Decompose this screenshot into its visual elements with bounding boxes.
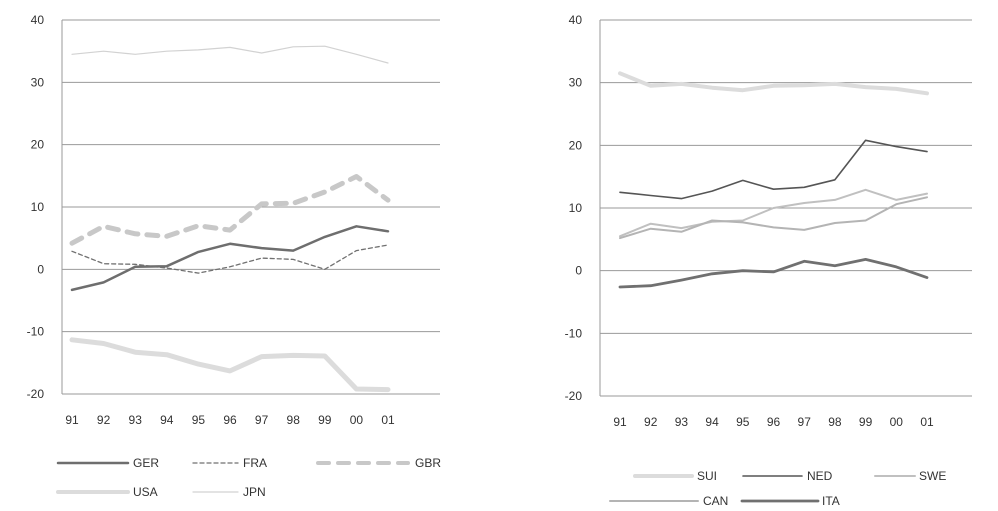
x-tick-label: 99 [859, 415, 873, 429]
x-tick-label: 93 [129, 413, 143, 427]
series-line-ned [619, 139, 928, 200]
x-tick-label: 01 [920, 415, 934, 429]
y-tick-label: 10 [569, 201, 583, 215]
y-tick-label: 0 [37, 262, 44, 276]
x-tick-label: 95 [192, 413, 206, 427]
x-tick-label: 94 [160, 413, 174, 427]
series-line-fra [71, 244, 389, 274]
x-tick-label: 00 [890, 415, 904, 429]
legend-label-sui: SUI [697, 469, 717, 483]
x-tick-label: 97 [255, 413, 269, 427]
legend-label-gbr: GBR [415, 456, 441, 470]
y-tick-label: 30 [569, 76, 583, 90]
y-tick-label: 40 [569, 13, 583, 27]
x-tick-label: 91 [65, 413, 79, 427]
series-line-can [619, 196, 928, 240]
legend-label-ita: ITA [822, 494, 840, 508]
x-tick-label: 95 [736, 415, 750, 429]
legend-label-ger: GER [133, 456, 159, 470]
y-tick-label: -20 [565, 389, 583, 403]
right-line-chart: 40 30 20 10 0 -10 -20 91 92 93 94 95 96 97 98 99 00 01 SUI… [565, 13, 972, 508]
y-tick-label: -20 [27, 387, 45, 401]
series-line-sui [618, 71, 929, 96]
x-tick-label: 96 [767, 415, 781, 429]
series-line-ita [618, 257, 929, 289]
x-tick-label: 98 [287, 413, 301, 427]
y-tick-label: 20 [31, 138, 45, 152]
legend-label-swe: SWE [919, 469, 946, 483]
series-line-gbr [69, 174, 391, 246]
y-tick-label: 30 [31, 75, 45, 89]
x-tick-label: 92 [644, 415, 658, 429]
x-tick-label: 98 [828, 415, 842, 429]
legend-label-can: CAN [703, 494, 728, 508]
x-tick-label: 97 [798, 415, 812, 429]
left-line-chart: 40 30 20 10 0 -10 -20 91 92 93 94 95 96 97 98 99 00 01 GER… [27, 13, 442, 499]
series-line-ger [70, 225, 390, 292]
x-tick-label: 94 [705, 415, 719, 429]
x-tick-label: 91 [613, 415, 627, 429]
legend-label-fra: FRA [243, 456, 267, 470]
y-tick-label: 0 [575, 264, 582, 278]
x-tick-label: 93 [675, 415, 689, 429]
y-tick-label: 40 [31, 13, 45, 27]
y-tick-label: -10 [27, 325, 45, 339]
x-tick-label: 92 [97, 413, 111, 427]
x-tick-label: 99 [318, 413, 332, 427]
legend-label-usa: USA [133, 485, 158, 499]
y-tick-label: 10 [31, 200, 45, 214]
x-tick-label: 00 [350, 413, 364, 427]
y-tick-label: 20 [569, 138, 583, 152]
series-line-usa [69, 337, 391, 393]
x-tick-label: 01 [381, 413, 395, 427]
y-tick-label: -10 [565, 326, 583, 340]
series-line-swe [619, 188, 928, 238]
legend-label-ned: NED [807, 469, 833, 483]
series-line-jpn [71, 45, 389, 64]
x-tick-label: 96 [223, 413, 237, 427]
legend-label-jpn: JPN [243, 485, 266, 499]
